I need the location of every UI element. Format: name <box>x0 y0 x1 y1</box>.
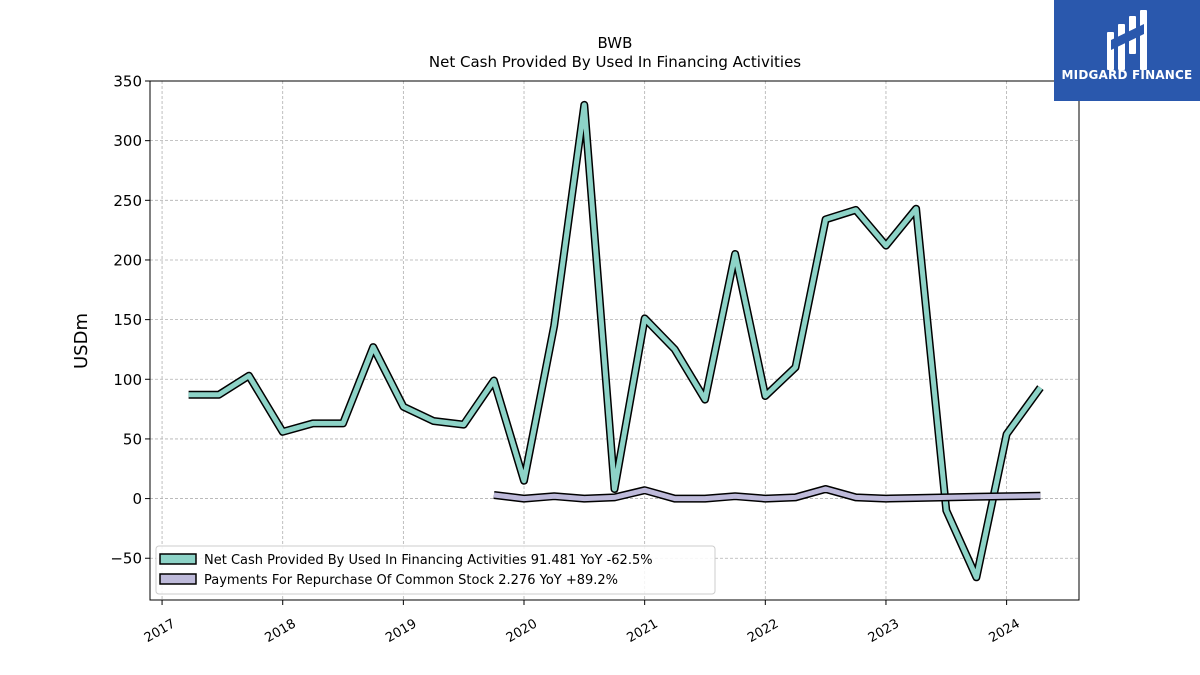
legend-swatch <box>159 553 197 565</box>
logo-text: MIDGARD FINANCE <box>1061 68 1193 82</box>
legend-label: Net Cash Provided By Used In Financing A… <box>204 553 653 568</box>
y-tick-label: 100 <box>113 371 142 389</box>
y-tick-label: 200 <box>113 251 142 269</box>
series-group <box>188 100 1044 582</box>
legend-label: Payments For Repurchase Of Common Stock … <box>204 573 618 588</box>
x-tick-label: 2023 <box>866 616 902 646</box>
series-line <box>188 102 1043 580</box>
chart-subtitle: Net Cash Provided By Used In Financing A… <box>429 53 801 71</box>
y-tick-label: 250 <box>113 192 142 210</box>
x-axis: 2017 2018 2019 2020 2021 2022 2023 2024 <box>142 600 1023 646</box>
logo: MIDGARD FINANCE <box>1054 0 1200 101</box>
y-tick-label: 50 <box>123 430 142 448</box>
y-tick-label: 0 <box>132 490 142 508</box>
legend-box <box>155 545 716 595</box>
y-tick-label: 300 <box>113 132 142 150</box>
x-tick-label: 2019 <box>383 616 419 646</box>
legend-swatch <box>159 573 197 585</box>
legend: Net Cash Provided By Used In Financing A… <box>155 545 716 595</box>
x-tick-label: 2020 <box>504 616 540 646</box>
y-axis: 350 300 250 200 150 100 50 0 −50 <box>110 73 150 568</box>
plot-frame <box>149 80 1080 601</box>
x-tick-label: 2021 <box>625 616 661 646</box>
midgard-logo-icon <box>1107 10 1147 70</box>
y-tick-label: 150 <box>113 311 142 329</box>
y-tick-label: −50 <box>110 550 142 568</box>
grid <box>150 80 1079 600</box>
x-tick-label: 2017 <box>142 616 178 646</box>
series-outline <box>188 100 1044 582</box>
y-tick-label: 350 <box>113 73 142 91</box>
x-tick-label: 2018 <box>263 616 299 646</box>
chart-title: BWB <box>598 34 633 52</box>
series-line <box>493 486 1041 502</box>
x-tick-label: 2022 <box>745 616 781 646</box>
x-tick-label: 2024 <box>986 616 1022 646</box>
y-axis-label: USDm <box>71 313 92 369</box>
